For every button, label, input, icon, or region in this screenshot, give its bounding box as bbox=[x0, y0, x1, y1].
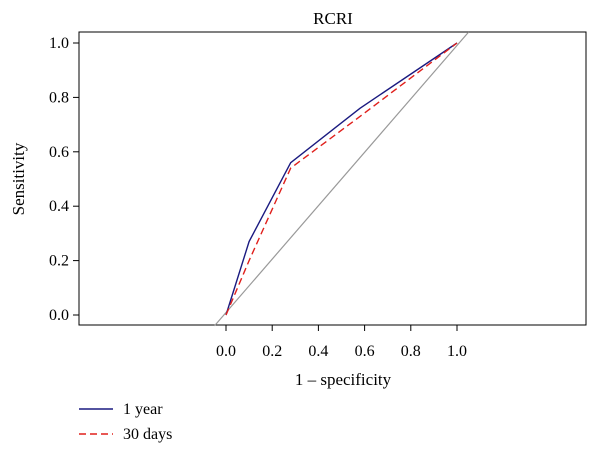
legend: 1 year 30 days bbox=[79, 401, 172, 443]
series-line-1-year bbox=[225, 42, 458, 316]
x-tick-label: 0.4 bbox=[308, 343, 328, 360]
x-tick-label: 0.6 bbox=[355, 343, 375, 360]
plot-area bbox=[213, 31, 470, 327]
y-axis: 0.0 0.2 0.4 0.6 0.8 1.0 bbox=[49, 35, 79, 324]
plot-frame bbox=[78, 31, 587, 326]
x-tick-label: 0.2 bbox=[262, 343, 282, 360]
x-axis-label: 1 – specificity bbox=[295, 370, 392, 389]
y-tick-label: 1.0 bbox=[49, 35, 69, 52]
y-tick-label: 0.8 bbox=[49, 89, 69, 106]
y-tick-label: 0.6 bbox=[49, 144, 69, 161]
x-tick-label: 1.0 bbox=[447, 343, 467, 360]
x-tick-label: 0.0 bbox=[216, 343, 236, 360]
x-axis: 0.0 0.2 0.4 0.6 0.8 1.0 bbox=[216, 325, 467, 360]
reference-diagonal bbox=[213, 31, 470, 327]
series-line-30-days bbox=[225, 42, 458, 316]
y-tick-label: 0.2 bbox=[49, 253, 69, 270]
legend-label: 30 days bbox=[123, 426, 172, 443]
x-tick-label: 0.8 bbox=[401, 343, 421, 360]
y-tick-label: 0.0 bbox=[49, 307, 69, 324]
chart-title: RCRI bbox=[313, 9, 353, 28]
legend-label: 1 year bbox=[123, 401, 163, 418]
y-axis-label: Sensitivity bbox=[9, 142, 28, 215]
y-tick-label: 0.4 bbox=[49, 198, 69, 215]
